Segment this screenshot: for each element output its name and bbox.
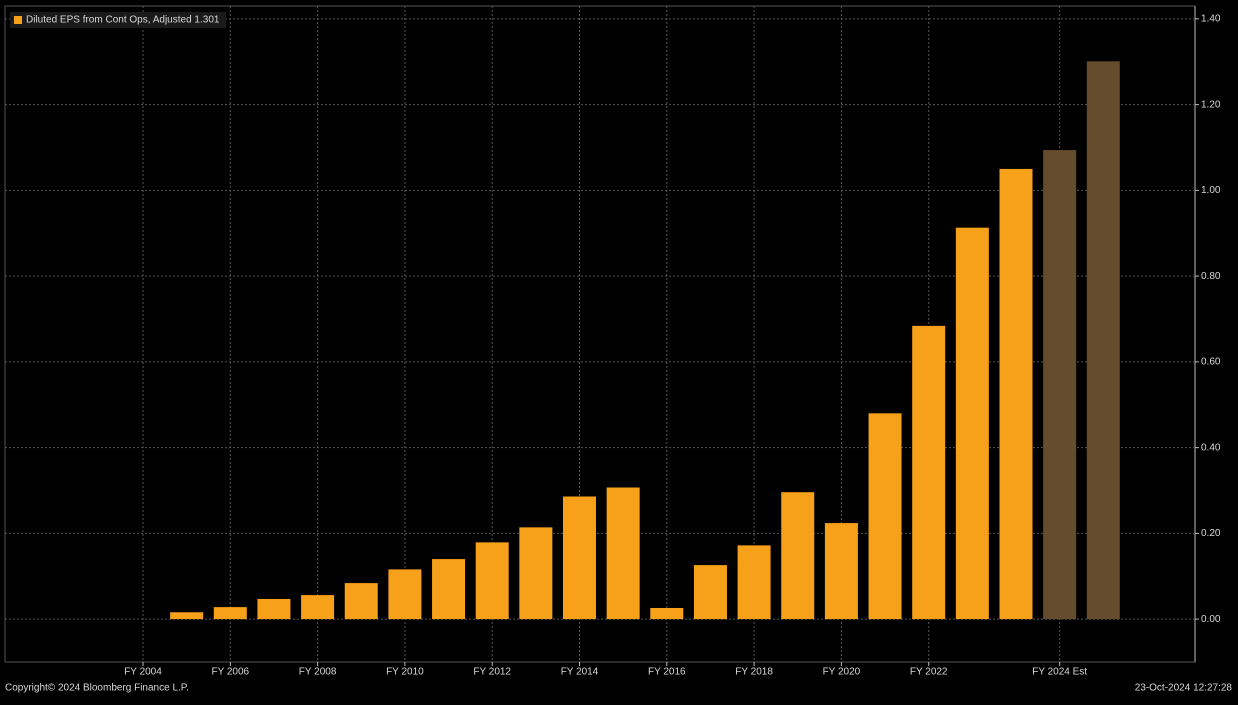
y-tick-label: 1.40 [1201, 14, 1221, 25]
footer-left: Copyright© 2024 Bloomberg Finance L.P. [5, 683, 189, 694]
legend-background [10, 12, 226, 28]
x-tick-label: FY 2024 Est [1032, 667, 1087, 678]
x-tick-label: FY 2008 [299, 667, 337, 678]
x-tick-label: FY 2016 [648, 667, 686, 678]
bar [824, 523, 858, 620]
bar [475, 542, 509, 620]
bar [650, 607, 684, 620]
x-tick-label: FY 2004 [124, 667, 162, 678]
bar [1043, 150, 1077, 620]
bar [519, 527, 553, 620]
legend-label: Diluted EPS from Cont Ops, Adjusted 1.30… [26, 15, 220, 26]
bar [606, 487, 640, 620]
bar [213, 607, 247, 620]
x-tick-label: FY 2012 [473, 667, 511, 678]
footer-right: 23-Oct-2024 12:27:28 [1135, 683, 1233, 694]
x-tick-label: FY 2018 [735, 667, 773, 678]
y-tick-label: 0.80 [1201, 271, 1221, 282]
bar [912, 325, 946, 620]
y-tick-label: 1.20 [1201, 99, 1221, 110]
y-tick-label: 0.40 [1201, 442, 1221, 453]
x-tick-label: FY 2006 [211, 667, 249, 678]
bar [388, 569, 422, 620]
bar [563, 496, 596, 620]
bar [693, 565, 727, 620]
bar [1086, 61, 1120, 620]
bar [170, 612, 204, 620]
x-tick-label: FY 2020 [823, 667, 861, 678]
bar [781, 492, 815, 620]
bar [737, 545, 771, 620]
y-tick-label: 0.00 [1201, 614, 1221, 625]
bar [344, 583, 378, 620]
bar [868, 413, 902, 620]
y-tick-label: 0.20 [1201, 528, 1221, 539]
bar [301, 595, 335, 620]
y-tick-label: 0.60 [1201, 357, 1221, 368]
legend-swatch [14, 16, 22, 24]
bar [999, 168, 1033, 620]
bar [432, 559, 466, 620]
plot-area [4, 5, 1196, 663]
y-tick-label: 1.00 [1201, 185, 1221, 196]
bar [955, 227, 989, 620]
bar [257, 598, 291, 620]
x-tick-label: FY 2010 [386, 667, 424, 678]
x-tick-label: FY 2014 [561, 667, 599, 678]
x-tick-label: FY 2022 [910, 667, 948, 678]
